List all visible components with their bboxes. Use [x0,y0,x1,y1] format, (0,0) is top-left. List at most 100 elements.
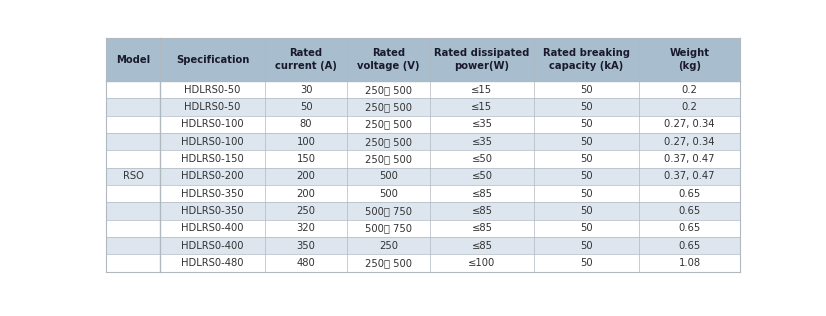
Bar [265,168,347,185]
Bar [430,99,534,116]
Bar [107,168,160,185]
Bar [534,116,638,133]
Bar [265,220,347,237]
Text: ≤85: ≤85 [472,240,492,251]
Bar [638,237,740,254]
Text: 0.2: 0.2 [681,102,697,112]
Bar [347,133,430,150]
Bar [265,81,347,99]
Bar [347,202,430,220]
Bar [107,38,160,81]
Bar [265,99,347,116]
Bar [265,254,347,271]
Bar [638,168,740,185]
Text: ≤85: ≤85 [472,223,492,233]
Bar [638,185,740,202]
Bar [347,254,430,271]
Bar [430,185,534,202]
Text: Rated
current (A): Rated current (A) [275,48,337,71]
Text: Rated dissipated
power(W): Rated dissipated power(W) [434,48,529,71]
Text: 150: 150 [297,154,316,164]
Text: 0.65: 0.65 [678,189,700,199]
Text: 50: 50 [580,189,593,199]
Text: 250， 500: 250， 500 [365,154,412,164]
Bar [430,254,534,271]
Bar [107,99,160,116]
Text: 0.2: 0.2 [681,85,697,95]
Bar [534,133,638,150]
Bar [160,185,265,202]
Text: 30: 30 [300,85,312,95]
Bar [638,254,740,271]
Bar [347,168,430,185]
Bar [534,99,638,116]
Text: 50: 50 [580,102,593,112]
Bar [638,38,740,81]
Text: 250: 250 [297,206,316,216]
Bar [534,38,638,81]
Text: 50: 50 [580,85,593,95]
Bar [107,116,160,133]
Text: Rated breaking
capacity (kA): Rated breaking capacity (kA) [543,48,630,71]
Bar [265,202,347,220]
Text: 80: 80 [300,119,312,129]
Bar [347,99,430,116]
Text: 500: 500 [379,171,398,181]
Text: 0.37, 0.47: 0.37, 0.47 [664,171,714,181]
Bar [347,38,430,81]
Text: 1.08: 1.08 [678,258,700,268]
Text: 250， 500: 250， 500 [365,119,412,129]
Bar [160,168,265,185]
Text: 50: 50 [580,137,593,147]
Text: 200: 200 [297,189,316,199]
Bar [430,202,534,220]
Text: 50: 50 [580,171,593,181]
Text: HDLRS0-480: HDLRS0-480 [182,258,244,268]
Bar [347,116,430,133]
Bar [638,150,740,168]
Bar [265,237,347,254]
Bar [534,220,638,237]
Bar [430,150,534,168]
Bar [107,220,160,237]
Bar [430,81,534,99]
Bar [534,237,638,254]
Bar [534,254,638,271]
Bar [160,237,265,254]
Bar [347,81,430,99]
Bar [638,202,740,220]
Text: 50: 50 [580,240,593,251]
Text: 200: 200 [297,171,316,181]
Text: 500， 750: 500， 750 [365,206,412,216]
Text: ≤85: ≤85 [472,189,492,199]
Text: 320: 320 [297,223,316,233]
Text: 250: 250 [379,240,398,251]
Text: 250， 500: 250， 500 [365,102,412,112]
Text: 50: 50 [580,258,593,268]
Text: HDLRS0-50: HDLRS0-50 [184,102,241,112]
Text: ≤35: ≤35 [472,137,492,147]
Text: 500， 750: 500， 750 [365,223,412,233]
Text: HDLRS0-400: HDLRS0-400 [182,240,244,251]
Text: HDLRS0-350: HDLRS0-350 [181,206,244,216]
Text: Weight
(kg): Weight (kg) [670,48,710,71]
Bar [347,237,430,254]
Bar [160,202,265,220]
Text: 50: 50 [580,206,593,216]
Bar [107,237,160,254]
Text: 50: 50 [580,223,593,233]
Bar [265,38,347,81]
Text: ≤15: ≤15 [472,102,492,112]
Bar [534,202,638,220]
Text: ≤100: ≤100 [468,258,496,268]
Text: HDLRS0-100: HDLRS0-100 [181,119,244,129]
Text: ≤50: ≤50 [472,171,492,181]
Bar [347,185,430,202]
Bar [638,220,740,237]
Bar [430,116,534,133]
Bar [107,133,160,150]
Text: 250， 500: 250， 500 [365,85,412,95]
Bar [638,81,740,99]
Text: 0.65: 0.65 [678,206,700,216]
Bar [265,133,347,150]
